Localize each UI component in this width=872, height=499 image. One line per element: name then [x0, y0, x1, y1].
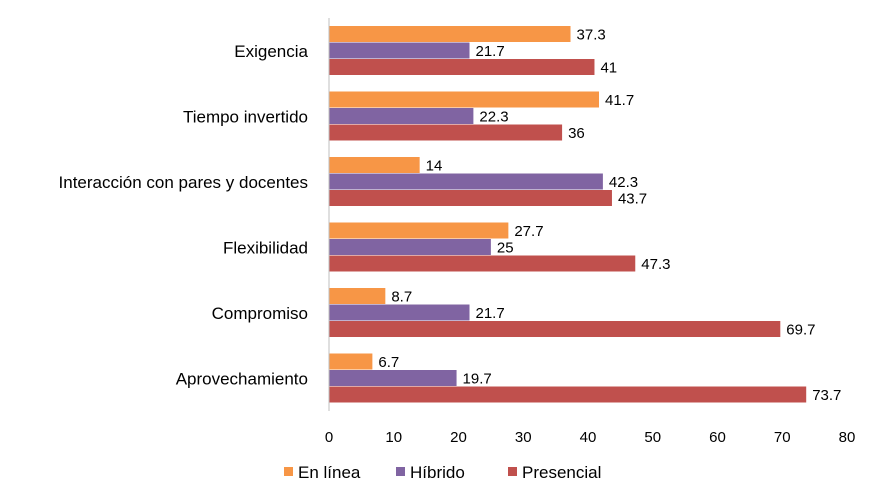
bar-híbrido — [329, 370, 457, 386]
bar-híbrido — [329, 239, 491, 255]
bar-en-línea — [329, 222, 509, 239]
legend-label: En línea — [298, 463, 361, 482]
data-label: 21.7 — [476, 43, 505, 60]
data-label: 73.7 — [812, 387, 841, 404]
bar-en-línea — [329, 157, 420, 173]
data-label: 19.7 — [463, 371, 492, 388]
bar-presencial — [329, 124, 563, 141]
x-tick-label: 20 — [450, 429, 467, 446]
legend-swatch — [396, 467, 405, 476]
bar-en-línea — [329, 26, 571, 42]
category-label: Compromiso — [212, 304, 308, 323]
legend-label: Presencial — [522, 463, 601, 482]
bar-presencial — [329, 255, 636, 272]
data-label: 27.7 — [514, 223, 543, 240]
x-tick-label: 50 — [644, 429, 661, 446]
legend-swatch — [284, 467, 293, 476]
data-label: 22.3 — [479, 109, 508, 126]
legend-label: Híbrido — [410, 463, 465, 482]
legend-swatch — [508, 467, 517, 476]
category-label: Flexibilidad — [223, 238, 308, 257]
category-label: Tiempo invertido — [183, 107, 308, 126]
data-label: 14 — [426, 158, 443, 175]
bar-híbrido — [329, 304, 470, 321]
x-tick-label: 40 — [580, 429, 597, 446]
bar-híbrido — [329, 108, 474, 124]
x-tick-label: 10 — [385, 429, 402, 446]
bar-en-línea — [329, 353, 373, 370]
data-label: 36 — [568, 125, 585, 142]
data-label: 41 — [600, 60, 617, 77]
data-label: 47.3 — [641, 256, 670, 273]
bar-híbrido — [329, 42, 470, 59]
bar-híbrido — [329, 173, 603, 190]
x-tick-label: 80 — [839, 429, 856, 446]
bar-presencial — [329, 386, 807, 403]
data-label: 25 — [497, 240, 514, 257]
bar-presencial — [329, 190, 612, 206]
bar-presencial — [329, 321, 781, 337]
data-label: 37.3 — [577, 27, 606, 44]
data-label: 43.7 — [618, 191, 647, 208]
bar-en-línea — [329, 91, 600, 108]
x-tick-label: 70 — [774, 429, 791, 446]
data-label: 21.7 — [476, 305, 505, 322]
category-label: Exigencia — [234, 42, 308, 61]
category-label: Interacción con pares y docentes — [59, 173, 308, 192]
data-label: 8.7 — [391, 289, 412, 306]
x-tick-label: 30 — [515, 429, 532, 446]
data-label: 41.7 — [605, 92, 634, 109]
data-label: 6.7 — [378, 354, 399, 371]
bar-presencial — [329, 59, 595, 75]
data-label: 69.7 — [786, 322, 815, 339]
category-label: Aprovechamiento — [176, 369, 308, 388]
bar-en-línea — [329, 288, 386, 304]
x-tick-label: 60 — [709, 429, 726, 446]
x-tick-label: 0 — [325, 429, 333, 446]
data-label: 42.3 — [609, 174, 638, 191]
